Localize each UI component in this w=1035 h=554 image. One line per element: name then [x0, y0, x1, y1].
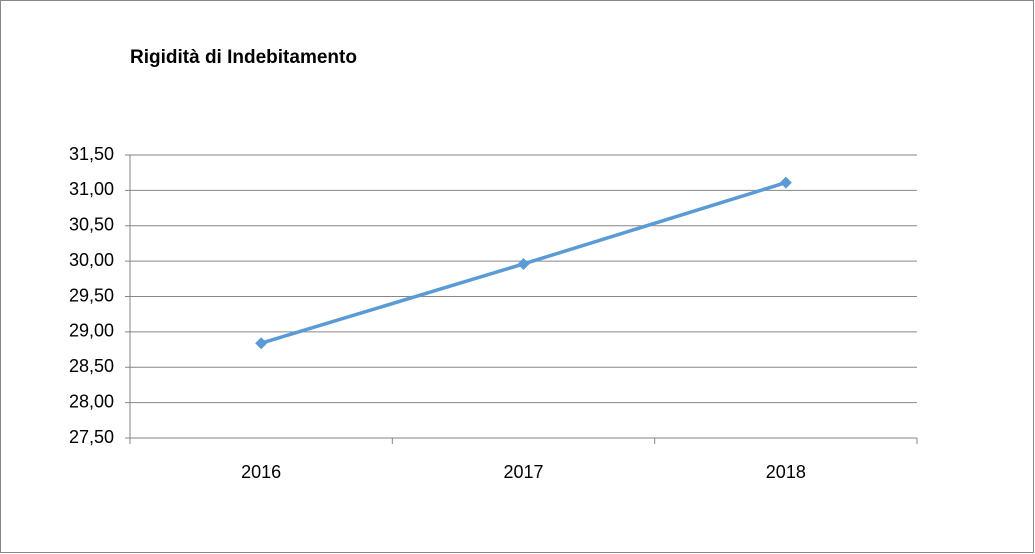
x-tick-label: 2016	[241, 462, 281, 482]
chart-title: Rigidità di Indebitamento	[130, 47, 357, 68]
x-tick-label: 2018	[766, 462, 806, 482]
y-tick-label: 28,50	[69, 356, 114, 376]
y-tick-label: 31,50	[69, 144, 114, 164]
y-tick-label: 29,00	[69, 321, 114, 341]
y-tick-label: 30,50	[69, 215, 114, 235]
y-tick-label: 29,50	[69, 285, 114, 305]
y-tick-label: 27,50	[69, 427, 114, 447]
y-tick-label: 28,00	[69, 391, 114, 411]
x-tick-label: 2017	[503, 462, 543, 482]
y-tick-label: 31,00	[69, 179, 114, 199]
data-point	[255, 337, 268, 350]
data-point	[517, 257, 530, 270]
y-tick-label: 30,00	[69, 250, 114, 270]
data-point	[779, 176, 792, 189]
